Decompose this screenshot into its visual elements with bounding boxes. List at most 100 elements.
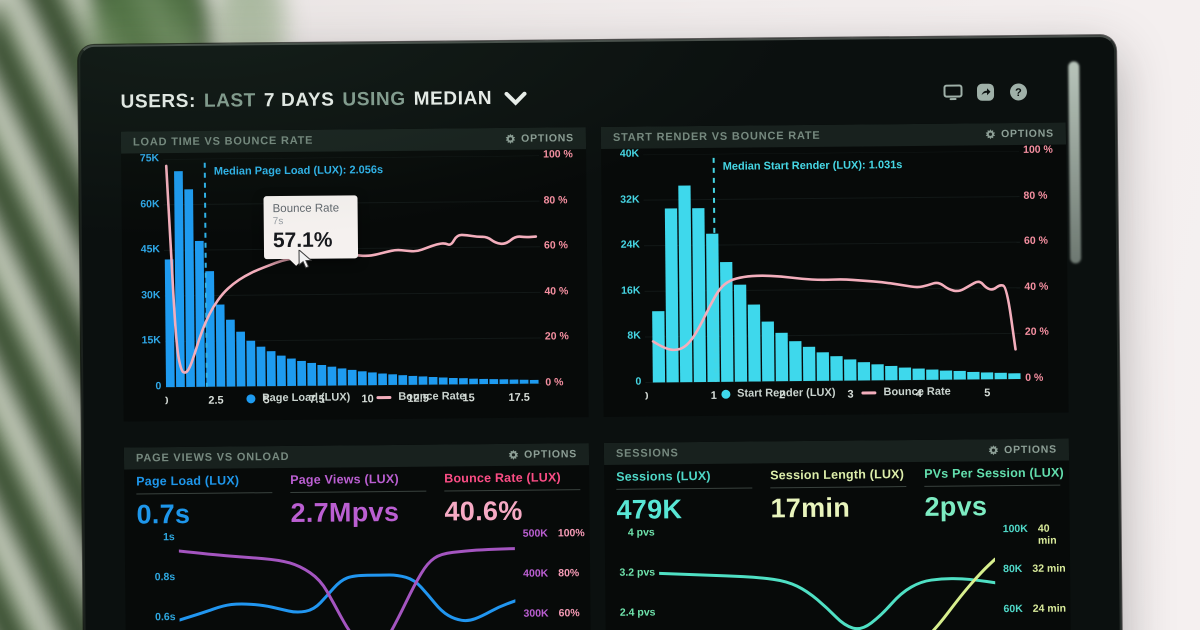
metric-session-length: Session Length (LUX) 17min (770, 467, 919, 524)
chevron-down-icon (504, 91, 527, 106)
series-line (178, 573, 517, 623)
divider (444, 489, 581, 492)
share-icon[interactable] (975, 82, 995, 102)
axis-tick-pair: 300K 60% (523, 607, 589, 620)
panel-header: PAGE VIEWS VS ONLOAD OPTIONS (123, 443, 590, 470)
options-button[interactable]: OPTIONS (508, 448, 577, 461)
axis-tick: 80K (1003, 562, 1023, 576)
median-annotation: Median Start Render (LUX): 1.031s (723, 159, 903, 173)
options-button[interactable]: OPTIONS (505, 132, 574, 145)
display-icon[interactable] (942, 82, 963, 102)
metric-bounce-rate: Bounce Rate (LUX) 40.6% (444, 470, 591, 527)
x-axis-tick: 12.5 (407, 393, 429, 405)
axis-tick-pair: 60K 24 min (1003, 602, 1069, 616)
axis-tick: 400K (523, 567, 549, 580)
axis-tick-pair: 80K 32 min (1003, 562, 1069, 576)
options-button[interactable]: OPTIONS (988, 444, 1057, 457)
title-days: 7 DAYS (263, 89, 335, 112)
panel-title: START RENDER VS BOUNCE RATE (612, 129, 821, 144)
metric-page-load: Page Load (LUX) 0.7s (136, 473, 285, 530)
axis-tick: 15K (141, 334, 161, 347)
axis-tick: 60 % (543, 239, 568, 252)
tooltip-x-value: 7s (272, 216, 284, 228)
axis-tick: 0.6s (155, 611, 176, 624)
axis-tick: 3.2 pvs (619, 566, 656, 579)
load-time-chart[interactable]: Median Page Load (LUX): 2.056s 0 2.5 5 7.5 10… (163, 155, 542, 410)
median-line (712, 157, 717, 382)
divider (136, 492, 273, 495)
title-median: MEDIAN (413, 88, 493, 110)
axis-tick: 20 % (544, 330, 569, 343)
metric-label: Session Length (LUX) (770, 467, 905, 483)
axis-tick: 500K (522, 527, 548, 540)
divider (770, 486, 907, 489)
options-label: OPTIONS (524, 448, 578, 461)
divider (924, 484, 1061, 487)
axis-tick-pair: 100K 40 min (1003, 522, 1069, 547)
axis-tick: 40 % (544, 285, 569, 298)
x-axis-tick: 15 (462, 392, 474, 404)
legend-label: Page Load (LUX) (262, 391, 351, 405)
y-axis-left: 40K 32K 24K 16K 8K 0 (605, 147, 642, 388)
median-line (203, 162, 208, 387)
panel-sessions: SESSIONS OPTIONS Sessions (LUX) 479K Ses… (603, 438, 1072, 630)
x-axis-tick: 3 (847, 389, 853, 401)
axis-tick: 80% (558, 567, 580, 580)
metric-label: PVs Per Session (LUX) (924, 465, 1064, 481)
y-axis-right: 100 % 80 % 60 % 40 % 20 % 0 % (1023, 144, 1065, 384)
options-label: OPTIONS (521, 132, 574, 145)
metric-sessions: Sessions (LUX) 479K (616, 468, 765, 525)
axis-tick: 20 % (1024, 326, 1049, 339)
legend-line-icon (861, 390, 877, 394)
x-axis-tick: 2.5 (208, 395, 223, 407)
start-render-chart[interactable]: Median Start Render (LUX): 1.031s 0 1 2 3 4 5 (643, 150, 1022, 405)
title-using: USING (342, 88, 406, 111)
y-axis-left: 75K 60K 45K 30K 15K 0 (125, 152, 162, 392)
x-axis-tick: 7.5 (309, 394, 324, 406)
options-button[interactable]: OPTIONS (985, 128, 1054, 141)
glare-strip (1068, 61, 1082, 264)
metric-page-views: Page Views (LUX) 2.7Mpvs (290, 472, 439, 529)
axis-tick: 40 min (1037, 522, 1057, 547)
x-axis-tick: 2 (779, 389, 785, 401)
page-views-onload-chart[interactable] (178, 528, 517, 630)
options-label: OPTIONS (1001, 127, 1054, 141)
metric-value: 17min (770, 492, 851, 524)
gear-icon (508, 449, 519, 460)
x-axis-tick: 0 (643, 391, 648, 403)
axis-tick: 80 % (543, 193, 568, 207)
axis-tick: 40 % (1024, 280, 1049, 293)
axis-tick: 32K (620, 193, 640, 206)
y-axis-right: 100 % 80 % 60 % 40 % 20 % 0 % (543, 148, 585, 388)
panel-title: PAGE VIEWS VS ONLOAD (135, 450, 290, 465)
axis-tick: 32 min (1032, 562, 1066, 575)
axis-tick: 60 % (1023, 234, 1048, 248)
gear-icon (505, 133, 516, 144)
sessions-chart[interactable] (658, 523, 997, 630)
divider (616, 487, 753, 490)
help-icon[interactable]: ? (1008, 82, 1028, 102)
bounce-rate-line (651, 274, 1017, 352)
axis-tick: 60% (558, 607, 580, 620)
axis-tick: 40K (619, 147, 640, 160)
report-scope-dropdown[interactable]: USERS: LAST 7 DAYS USING MEDIAN (120, 88, 527, 114)
tooltip-title: Bounce Rate (272, 202, 340, 216)
bars-series (652, 185, 1021, 383)
axis-tick: 16K (621, 284, 641, 297)
x-axis-tick: 5 (984, 387, 990, 399)
x-axis-tick: 5 (263, 394, 269, 406)
panel-header: LOAD TIME VS BOUNCE RATE OPTIONS (120, 127, 587, 154)
metric-label: Page Load (LUX) (136, 473, 240, 489)
panel-header: SESSIONS OPTIONS (603, 438, 1070, 465)
metric-label: Bounce Rate (LUX) (444, 470, 561, 486)
panel-title: LOAD TIME VS BOUNCE RATE (132, 134, 314, 149)
mouse-cursor (298, 249, 313, 269)
axis-tick: 100 % (1023, 143, 1053, 156)
legend-dot-icon (246, 393, 256, 403)
axis-tick: 60K (140, 197, 160, 210)
mini-y-axis-right: 500K 100% 400K 80% 300K 60% (523, 527, 589, 620)
title-last: LAST (203, 90, 257, 112)
metric-value: 2pvs (924, 491, 988, 522)
axis-tick: 80 % (1023, 189, 1048, 202)
x-axis-tick: 1 (711, 390, 717, 402)
